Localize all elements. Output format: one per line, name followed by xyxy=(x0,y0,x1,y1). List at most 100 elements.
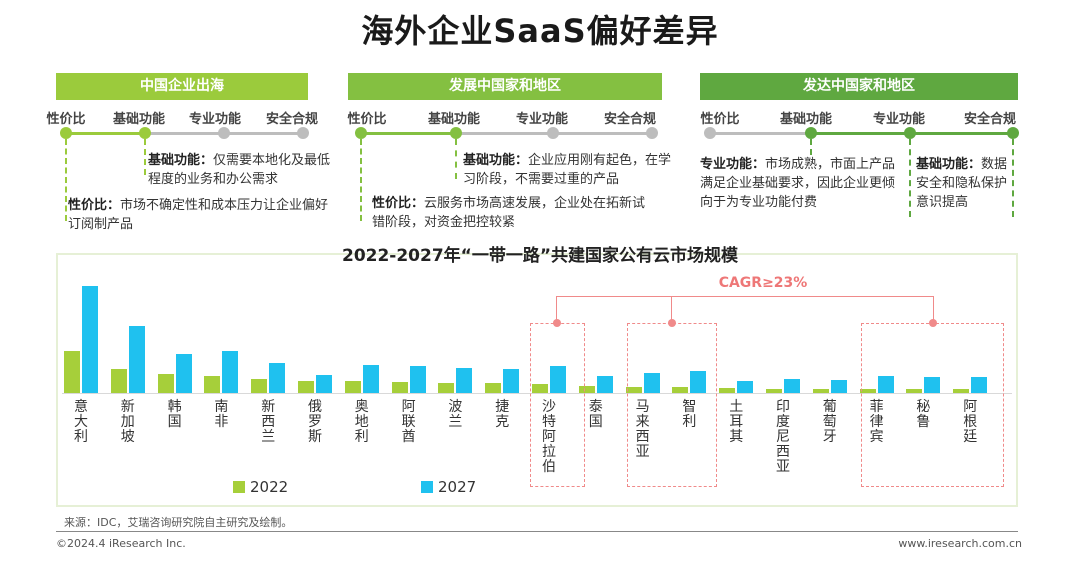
highlight-box xyxy=(861,323,1004,487)
category-label: 南非 xyxy=(214,399,229,430)
bar-2022-17 xyxy=(859,389,876,393)
category-label: 奥地利 xyxy=(354,399,369,445)
category-label: 秘鲁 xyxy=(916,399,931,430)
stage-dot xyxy=(450,127,462,139)
stage-label: 专业功能 xyxy=(188,112,242,127)
cagr-bracket-stem xyxy=(671,296,672,322)
bar-2022-7 xyxy=(391,382,408,393)
bar-2027-10 xyxy=(550,366,566,393)
category-label: 沙特阿拉伯 xyxy=(542,399,556,475)
bracket-dot xyxy=(668,319,676,327)
bar-2027-13 xyxy=(690,371,707,393)
bar-2027-8 xyxy=(456,368,473,393)
highlight-box xyxy=(627,323,717,487)
category-label: 意大利 xyxy=(74,399,88,445)
stage-dot xyxy=(547,127,559,139)
category-label: 菲律宾 xyxy=(869,399,884,445)
stage-dot xyxy=(355,127,367,139)
bar-2022-2 xyxy=(157,374,174,393)
stage-label: 性价比 xyxy=(700,112,740,127)
bar-2027-14 xyxy=(737,381,754,393)
band-chinese-enterprises: 中国企业出海 xyxy=(56,73,308,100)
category-label: 印度尼西亚 xyxy=(776,399,790,475)
category-label: 新西兰 xyxy=(261,399,276,445)
bar-2022-18 xyxy=(906,389,923,393)
note-cost-performance: 性价比：市场不确定性和成本压力让企业偏好订阅制产品 xyxy=(68,198,329,232)
stage-dot xyxy=(1007,127,1019,139)
stage-label: 安全合规 xyxy=(963,112,1017,127)
note-basic-function: 基础功能：数据安全和隐私保护意识提高 xyxy=(916,157,1008,210)
note-cost-performance: 性价比：云服务市场高速发展，企业处在拓新试错阶段，对资金把控较紧 xyxy=(372,196,646,230)
category-label: 智利 xyxy=(682,399,697,430)
bar-2027-0 xyxy=(82,286,98,393)
connector-line xyxy=(65,139,67,221)
stage-label: 专业功能 xyxy=(515,112,569,127)
stage-label: 基础功能 xyxy=(112,112,166,127)
connector-line xyxy=(1012,139,1014,217)
chart-baseline xyxy=(62,393,1012,394)
stage-dot xyxy=(646,127,658,139)
bracket-dot xyxy=(553,319,561,327)
bar-2022-9 xyxy=(485,383,502,393)
footer-divider xyxy=(56,531,1018,532)
category-label: 捷克 xyxy=(495,399,510,430)
stage-label: 安全合规 xyxy=(265,112,319,127)
bar-2027-6 xyxy=(362,365,379,393)
source-note: 来源：IDC，艾瑞咨询研究院自主研究及绘制。 xyxy=(64,516,293,529)
cagr-bracket xyxy=(556,296,934,323)
bar-2022-8 xyxy=(438,383,455,393)
bar-2027-15 xyxy=(784,379,800,393)
bar-2027-16 xyxy=(830,380,847,393)
category-label: 阿根廷 xyxy=(963,399,978,445)
band-developed-regions: 发达中国家和地区 xyxy=(700,73,1018,100)
stage-label: 专业功能 xyxy=(872,112,926,127)
note-basic-function: 基础功能：仅需要本地化及最低程度的业务和办公需求 xyxy=(148,153,331,187)
bar-2027-11 xyxy=(596,376,613,393)
bar-2022-6 xyxy=(344,381,361,393)
connector-line xyxy=(455,139,457,179)
category-label: 土耳其 xyxy=(729,399,744,445)
band-developing-regions: 发展中国家和地区 xyxy=(348,73,662,100)
cagr-label: CAGR≥23% xyxy=(710,275,816,291)
bar-2022-4 xyxy=(251,379,268,393)
stage-dot xyxy=(139,127,151,139)
bar-2022-0 xyxy=(64,351,80,393)
bar-2027-9 xyxy=(503,369,520,393)
category-label: 新加坡 xyxy=(120,399,135,445)
stage-label: 性价比 xyxy=(46,112,86,127)
stage-label: 基础功能 xyxy=(427,112,481,127)
legend-label-2022: 2022 xyxy=(250,478,289,496)
category-label: 泰国 xyxy=(588,399,603,430)
connector-line xyxy=(360,139,362,221)
connector-line xyxy=(909,139,911,217)
legend-swatch-2022 xyxy=(233,481,245,493)
bar-2027-7 xyxy=(409,366,426,393)
website: www.iresearch.com.cn xyxy=(898,537,1022,550)
connector-line xyxy=(810,139,812,155)
connector-line xyxy=(144,139,146,175)
stage-dot xyxy=(805,127,817,139)
legend-label-2027: 2027 xyxy=(438,478,477,496)
stage-dot xyxy=(704,127,716,139)
bar-2027-17 xyxy=(877,376,894,393)
bar-2022-13 xyxy=(672,387,689,393)
bar-2027-4 xyxy=(269,363,286,393)
category-label: 阿联酋 xyxy=(401,399,416,445)
stage-label: 性价比 xyxy=(347,112,387,127)
bar-2027-12 xyxy=(643,373,660,393)
stage-dot xyxy=(297,127,309,139)
stage-label: 基础功能 xyxy=(779,112,833,127)
bar-2022-10 xyxy=(532,384,548,393)
chart-title: 2022-2027年“一带一路”共建国家公有云市场规模 xyxy=(341,246,739,266)
bar-2027-2 xyxy=(175,354,192,393)
chart-frame xyxy=(56,253,1018,507)
stage-dot xyxy=(904,127,916,139)
bracket-dot xyxy=(929,319,937,327)
category-label: 马来西亚 xyxy=(635,399,650,460)
copyright: ©2024.4 iResearch Inc. xyxy=(56,537,186,550)
progress-track xyxy=(66,132,145,135)
progress-track xyxy=(361,132,456,135)
legend-swatch-2027 xyxy=(421,481,433,493)
bar-2022-12 xyxy=(625,387,642,393)
bar-2022-16 xyxy=(812,389,829,393)
